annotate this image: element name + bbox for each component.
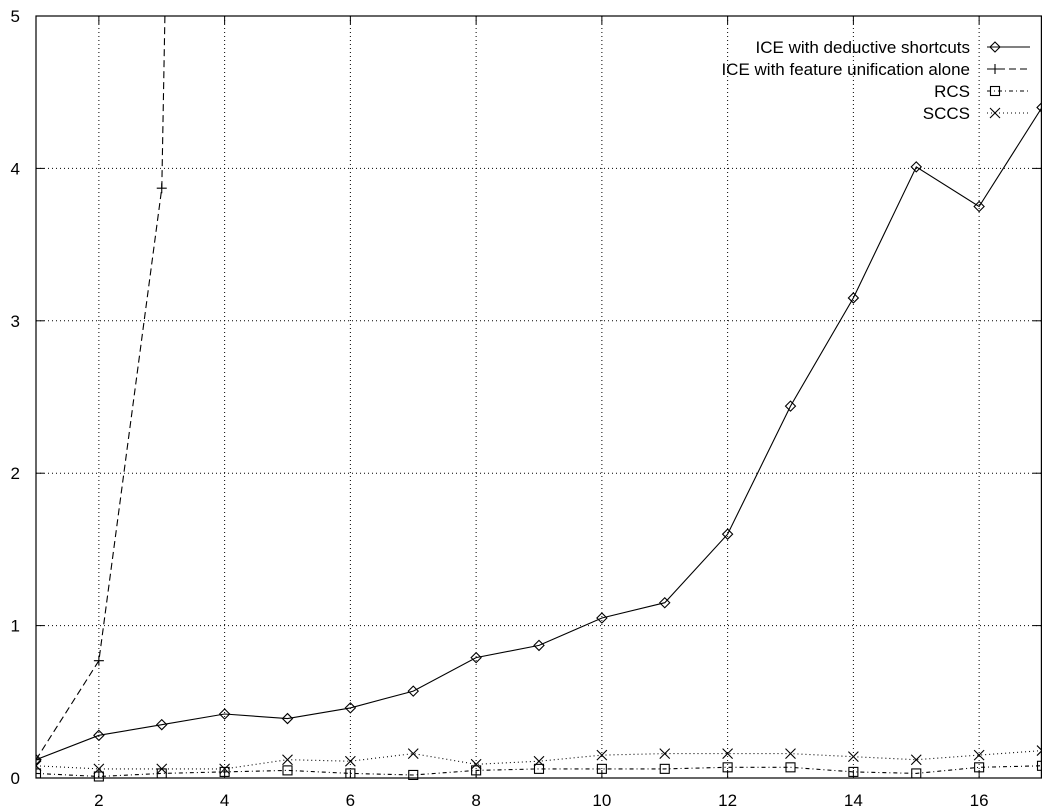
diamond-marker <box>847 292 860 304</box>
square-marker <box>408 769 419 781</box>
x-tick-label: 14 <box>844 791 863 810</box>
diamond-marker <box>218 708 231 720</box>
diamond-marker <box>1036 101 1042 114</box>
x-tick-label: 12 <box>718 791 737 810</box>
legend-label: ICE with feature unification alone <box>721 60 970 79</box>
y-tick-label: 4 <box>11 159 20 178</box>
diamond-marker <box>973 200 985 213</box>
square-marker <box>282 765 293 776</box>
cross-marker <box>1036 745 1042 756</box>
square-marker <box>785 762 796 773</box>
square-marker <box>596 763 607 774</box>
square-marker <box>219 766 230 777</box>
cross-marker <box>722 748 734 760</box>
legend-label: RCS <box>934 82 970 101</box>
cross-marker <box>659 748 671 760</box>
cross-marker <box>910 754 922 766</box>
diamond-marker <box>93 729 105 742</box>
legend-label: ICE with deductive shortcuts <box>756 38 970 57</box>
diamond-marker <box>407 685 420 697</box>
series-line <box>36 107 1042 761</box>
square-marker <box>722 762 733 773</box>
y-tick-label: 0 <box>11 769 20 788</box>
diamond-marker <box>721 528 734 540</box>
diamond-marker <box>533 639 545 652</box>
square-marker <box>848 766 859 777</box>
x-tick-label: 6 <box>346 791 355 810</box>
series-diamond <box>36 101 1042 766</box>
grid-lines <box>36 16 1042 778</box>
series-cross <box>36 745 1042 775</box>
x-tick-label: 10 <box>592 791 611 810</box>
square-marker <box>659 763 670 774</box>
diamond-marker <box>784 400 797 412</box>
y-tick-label: 2 <box>11 464 20 483</box>
square-marker <box>471 765 482 776</box>
diamond-marker <box>36 753 42 766</box>
square-marker <box>533 763 545 774</box>
series-layer <box>36 15 1042 782</box>
cross-marker <box>847 751 859 763</box>
diamond-marker <box>596 612 608 624</box>
y-tick-label: 1 <box>11 617 20 636</box>
x-tick-label: 16 <box>970 791 989 810</box>
cross-marker <box>989 107 1001 119</box>
diamond-marker <box>281 712 294 725</box>
cross-marker <box>282 754 293 766</box>
y-tick-label: 3 <box>11 312 20 331</box>
cross-marker <box>533 755 545 767</box>
legend-label: SCCS <box>923 104 970 123</box>
cross-marker <box>785 748 796 760</box>
diamond-marker <box>658 596 671 609</box>
plus-marker <box>156 183 167 194</box>
cross-marker <box>407 748 419 760</box>
cross-marker <box>36 760 42 772</box>
series-line <box>36 750 1042 770</box>
y-tick-label: 5 <box>11 7 20 26</box>
diamond-marker <box>910 161 923 173</box>
plus-marker <box>36 754 41 765</box>
diamond-marker <box>155 718 168 731</box>
cross-marker <box>93 763 105 775</box>
cross-marker <box>219 763 231 775</box>
series-line <box>36 765 1042 778</box>
series-line <box>36 15 166 760</box>
legend: ICE with deductive shortcuts ICE with fea… <box>721 38 1030 123</box>
diamond-marker <box>344 702 357 714</box>
square-marker <box>989 85 1001 97</box>
cross-marker <box>470 758 482 770</box>
square-marker <box>1036 760 1042 771</box>
cross-marker <box>344 755 356 767</box>
plot-frame <box>35 15 1042 779</box>
plus-marker <box>93 655 104 666</box>
diamond-marker <box>989 41 1001 53</box>
square-marker <box>36 768 42 779</box>
cross-marker <box>156 763 168 775</box>
cross-marker <box>596 749 608 761</box>
cross-marker <box>973 749 985 761</box>
series-square <box>36 760 1042 782</box>
x-tick-label: 4 <box>220 791 229 810</box>
plus-marker <box>990 64 1000 74</box>
x-tick-label: 8 <box>471 791 480 810</box>
diamond-marker <box>470 651 482 664</box>
x-tick-label: 2 <box>94 791 103 810</box>
square-marker <box>93 771 104 782</box>
series-plus <box>36 15 167 765</box>
square-marker <box>974 762 985 773</box>
